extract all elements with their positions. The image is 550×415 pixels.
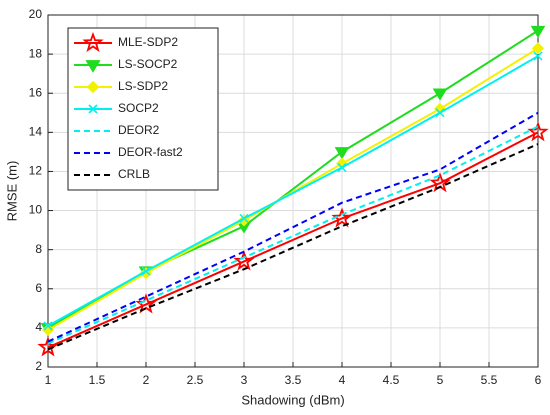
marker [432,88,448,101]
plot-frame [47,14,539,368]
x-tick-label: 5.5 [481,373,498,387]
x-tick-label: 5 [437,373,444,387]
marker [527,121,549,142]
series-line [47,111,539,343]
marker [533,51,543,61]
y-tick-label: 14 [29,125,43,139]
y-tick-label: 18 [29,46,43,60]
marker [435,108,445,118]
y-tick-label: 20 [29,7,43,21]
y-tick-label: 4 [35,320,42,334]
legend-label: SOCP2 [118,101,159,115]
marker [239,213,249,223]
y-tick-label: 10 [29,203,43,217]
marker [337,163,347,173]
y-axis-label: RMSE (m) [4,161,19,222]
marker [334,147,350,160]
marker [233,250,255,271]
series-line [47,55,539,327]
y-tick-label: 2 [35,359,42,373]
series-line [47,143,539,351]
legend-label: LS-SDP2 [118,79,168,93]
marker [237,214,251,227]
y-tick-label: 8 [35,242,42,256]
legend-label: MLE-SDP2 [118,35,178,49]
x-tick-label: 4 [339,373,346,387]
marker [331,207,353,228]
x-tick-label: 6 [535,373,542,387]
y-tick-label: 6 [35,281,42,295]
x-tick-label: 2 [143,373,150,387]
legend-label: DEOR-fast2 [118,145,183,159]
series-line [47,125,539,345]
marker [141,266,151,276]
marker [139,267,153,280]
x-tick-label: 2.5 [187,373,204,387]
series-line [47,131,539,349]
x-axis-label: Shadowing (dBm) [241,392,344,407]
y-tick-label: 16 [29,85,43,99]
marker [531,42,545,55]
legend-marker [85,60,101,73]
marker [530,25,546,39]
marker [43,321,53,331]
marker [41,323,55,336]
legend-marker [88,104,98,114]
marker [37,336,59,357]
legend-label: LS-SOCP2 [118,57,178,71]
x-tick-label: 4.5 [383,373,400,387]
y-tick-label: 12 [29,164,43,178]
x-tick-label: 3.5 [285,373,302,387]
legend-label: CRLB [118,167,150,181]
legend-marker [82,31,104,53]
legend-label: DEOR2 [118,123,160,137]
legend-marker [86,80,100,94]
marker [135,293,157,314]
x-tick-label: 3 [241,373,248,387]
x-tick-label: 1 [45,373,52,387]
x-tick-label: 1.5 [89,373,106,387]
